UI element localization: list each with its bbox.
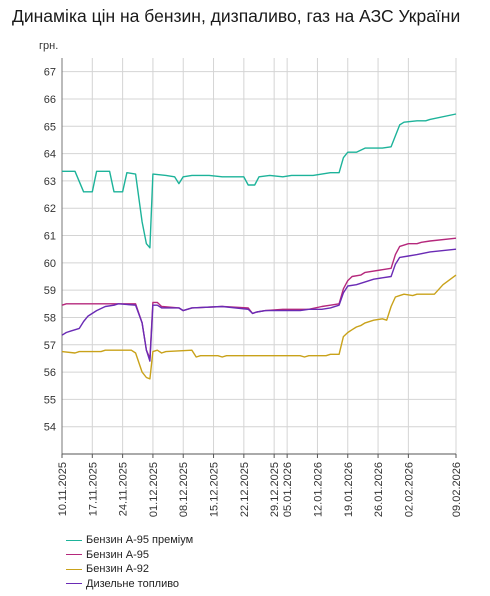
legend-item-a95-premium: Бензин А-95 преміум — [66, 533, 193, 548]
y-tick-label: 57 — [44, 340, 56, 352]
y-tick-label: 58 — [44, 312, 56, 324]
x-tick-label: 29.12.2025 — [269, 462, 281, 517]
x-tick-label: 19.01.2026 — [343, 462, 355, 517]
y-tick-label: 62 — [44, 203, 56, 215]
chart-title: Динаміка цін на бензин, дизпаливо, газ н… — [12, 6, 461, 26]
x-tick-label: 10.11.2025 — [57, 462, 69, 516]
chart-legend: Бензин А-95 преміум Бензин А-95 Бензин А… — [66, 533, 193, 591]
y-tick-label: 54 — [44, 422, 56, 434]
y-tick-label: 60 — [44, 258, 56, 270]
y-tick-label: 67 — [44, 67, 56, 79]
x-tick-label: 17.11.2025 — [87, 462, 99, 516]
legend-label: Бензин А-92 — [86, 563, 149, 576]
legend-item-a92: Бензин А-92 — [66, 562, 193, 577]
legend-swatch — [66, 539, 82, 541]
y-tick-label: 55 — [44, 394, 56, 406]
x-tick-label: 08.12.2025 — [178, 462, 190, 517]
x-tick-label: 24.11.2025 — [118, 462, 130, 516]
y-axis-label: грн. — [39, 40, 58, 52]
series-line-1 — [61, 237, 457, 360]
legend-item-a95: Бензин А-95 — [66, 548, 193, 563]
y-tick-label: 63 — [44, 176, 56, 188]
series-line-3 — [61, 248, 457, 362]
legend-label: Дизельне топливо — [86, 577, 180, 590]
y-tick-label: 59 — [44, 285, 56, 297]
x-tick-label: 22.12.2025 — [239, 462, 251, 517]
y-tick-label: 66 — [44, 94, 56, 106]
y-tick-label: 64 — [44, 149, 56, 161]
legend-swatch — [66, 568, 82, 570]
y-tick-label: 56 — [44, 367, 56, 379]
y-tick-label: 61 — [44, 231, 56, 243]
x-tick-label: 01.12.2025 — [148, 462, 160, 517]
legend-swatch — [66, 554, 82, 556]
legend-label: Бензин А-95 — [86, 548, 149, 561]
x-tick-label: 09.02.2026 — [451, 462, 463, 517]
x-tick-label: 12.01.2026 — [312, 462, 324, 517]
x-tick-label: 02.02.2026 — [403, 462, 415, 517]
legend-swatch — [66, 583, 82, 585]
y-tick-label: 65 — [44, 121, 56, 133]
x-tick-label: 26.01.2026 — [373, 462, 385, 517]
legend-item-diesel: Дизельне топливо — [66, 577, 193, 592]
x-tick-label: 15.12.2025 — [209, 462, 221, 517]
legend-label: Бензин А-95 преміум — [86, 534, 194, 547]
series-line-0 — [62, 113, 457, 249]
x-tick-label: 05.01.2026 — [282, 462, 294, 517]
series-line-2 — [61, 274, 457, 380]
